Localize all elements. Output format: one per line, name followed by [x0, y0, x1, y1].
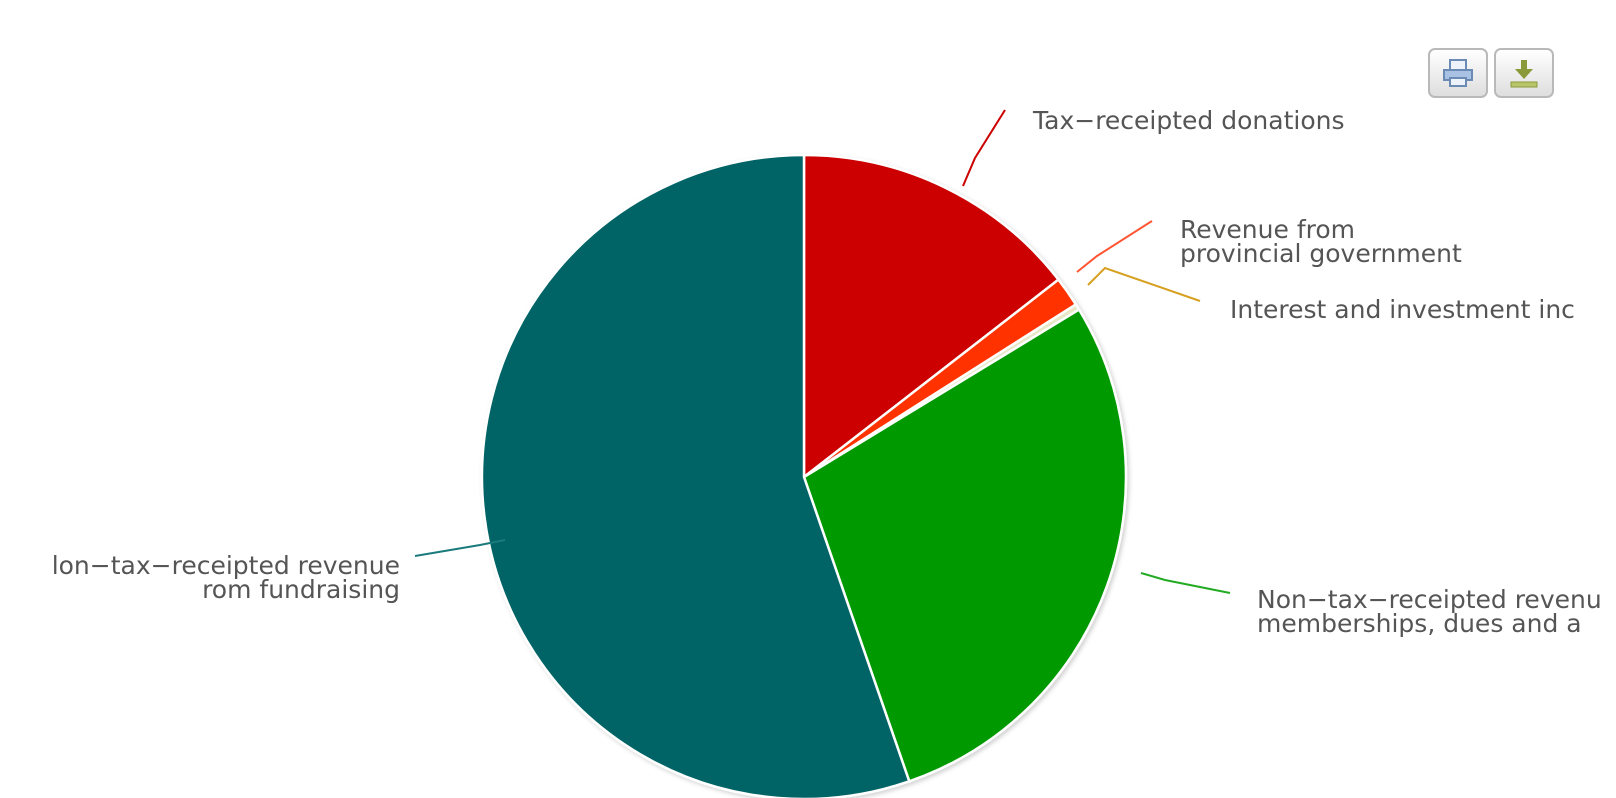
slice-label-line: lon−tax−receipted revenue	[52, 551, 400, 580]
slice-label: Non−tax−receipted revenu memberships, due…	[1257, 585, 1602, 638]
slice-label-line: provincial government	[1180, 239, 1462, 268]
pie-slice[interactable]	[802, 307, 1128, 783]
slice-connector-line	[1076, 220, 1153, 273]
chart-toolbar	[1428, 48, 1554, 98]
pie-labels: Tax−receipted donations Revenue from provi…	[52, 106, 1602, 638]
slice-label-line: Interest and investment inc	[1230, 295, 1575, 324]
slice-label-line: Revenue from	[1180, 215, 1355, 244]
slice-label: Tax−receipted donations	[1032, 106, 1345, 135]
print-button[interactable]	[1428, 48, 1488, 98]
download-icon	[1507, 57, 1541, 89]
slice-label-line: Tax−receipted donations	[1032, 106, 1345, 135]
pie-slice[interactable]	[802, 153, 1061, 480]
print-icon	[1441, 57, 1475, 89]
slice-label: Revenue from provincial government	[1180, 215, 1462, 268]
slice-label-line: Non−tax−receipted revenu	[1257, 585, 1602, 614]
slice-label-line: memberships, dues and a	[1257, 609, 1582, 638]
slice-connector-line	[1087, 266, 1201, 302]
slice-label-line: rom fundraising	[202, 575, 400, 604]
slice-connector-line	[1140, 572, 1231, 594]
slice-label: lon−tax−receipted revenue rom fundraising	[52, 551, 400, 604]
pie-slices	[480, 153, 1128, 798]
pie-connectors	[414, 109, 1231, 594]
download-button[interactable]	[1494, 48, 1554, 98]
slice-connector-line	[414, 539, 506, 557]
slice-connector-line	[962, 109, 1006, 187]
slice-label: Interest and investment inc	[1230, 295, 1575, 324]
pie-slice[interactable]	[480, 153, 911, 798]
